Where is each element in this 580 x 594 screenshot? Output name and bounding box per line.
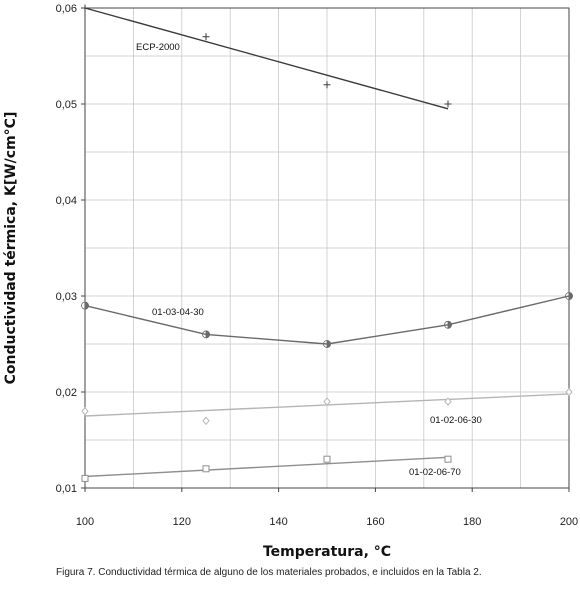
- x-tick-label: 120: [173, 516, 191, 528]
- series-line: [84, 7, 449, 110]
- y-axis-title: Conductividad térmica, K[W/cm°C]: [3, 112, 19, 385]
- data-point: [323, 81, 331, 89]
- data-point-outline: [81, 301, 89, 310]
- data-point-outline: [565, 292, 573, 300]
- data-point-outline: [202, 330, 210, 339]
- x-tick-label: 200: [560, 516, 578, 528]
- series-01-03-04-30: 01-03-04-30: [81, 292, 573, 348]
- series-01-02-06-30: 01-02-06-30: [81, 387, 573, 426]
- plot-frame: [84, 7, 570, 489]
- series-label: 01-03-04-30: [152, 307, 204, 318]
- series-label: 01-02-06-30: [430, 415, 482, 426]
- data-point-outline: [444, 320, 452, 329]
- data-point: [202, 465, 210, 473]
- x-axis-title: Temperatura, °C: [263, 544, 391, 560]
- data-point-outline: [323, 340, 331, 348]
- series-label: 01-02-06-70: [409, 467, 461, 478]
- x-tick-label: 180: [463, 516, 481, 528]
- x-tick-label: 140: [269, 516, 287, 528]
- x-tick-label: 100: [76, 516, 94, 528]
- grid: [85, 8, 569, 488]
- series-ecp-2000: ECP-2000: [81, 4, 452, 110]
- series-label: ECP-2000: [136, 42, 180, 53]
- data-point: [81, 4, 89, 12]
- y-tick-label: 0,01: [56, 483, 77, 495]
- data-point: [81, 474, 89, 482]
- y-tick-label: 0,05: [56, 99, 77, 111]
- data-point: [81, 406, 89, 416]
- series-line: [84, 456, 449, 478]
- x-tick-label: 160: [366, 516, 384, 528]
- series-01-02-06-70: 01-02-06-70: [81, 455, 461, 482]
- y-tick-label: 0,02: [56, 387, 77, 399]
- series-group: ECP-2000 01-03-04-30 01-02-06-30 01-02-06-7…: [81, 4, 573, 482]
- tick-labels: 0,01 0,02 0,03 0,04 0,05 0,06 100 120 140 160 180 2…: [56, 3, 579, 528]
- y-tick-label: 0,04: [56, 195, 77, 207]
- y-tick-label: 0,03: [56, 291, 77, 303]
- data-point: [444, 100, 452, 108]
- data-point: [565, 387, 573, 397]
- data-point: [444, 397, 452, 406]
- data-point: [323, 455, 331, 463]
- data-point: [323, 397, 331, 406]
- data-point: [202, 33, 210, 41]
- y-tick-label: 0,06: [56, 3, 77, 15]
- figure-caption: Figura 7. Conductividad térmica de algun…: [56, 567, 482, 578]
- data-point: [202, 416, 210, 426]
- data-point: [444, 455, 452, 463]
